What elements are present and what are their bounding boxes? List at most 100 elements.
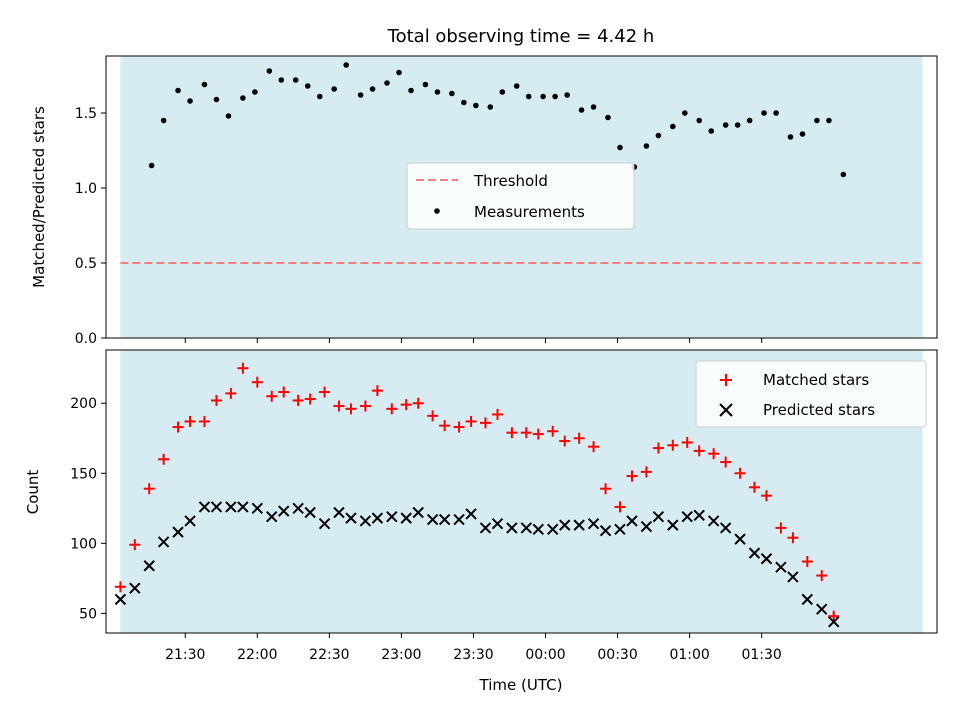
predicted-star-point xyxy=(775,561,787,573)
matched-star-point xyxy=(198,415,210,427)
predicted-star-point xyxy=(801,593,814,606)
measurement-point xyxy=(682,110,688,116)
measurement-point xyxy=(278,77,285,83)
ratio-y-tick-label: 1.5 xyxy=(75,106,97,122)
chart-title: Total observing time = 4.42 h xyxy=(387,26,655,47)
measurement-point xyxy=(826,117,832,124)
matched-star-point xyxy=(828,610,840,622)
measurement-point xyxy=(773,110,779,116)
predicted-star-point xyxy=(652,511,665,523)
predicted-star-point xyxy=(506,522,518,534)
predicted-star-point xyxy=(210,501,223,513)
predicted-legend-label: Predicted stars xyxy=(763,401,875,419)
matched-star-point xyxy=(667,439,679,451)
predicted-star-point xyxy=(371,512,384,524)
matched-star-point xyxy=(251,376,263,388)
measurement-point xyxy=(761,110,767,116)
measurement-point xyxy=(525,93,532,100)
matched-star-point xyxy=(760,490,772,502)
x-tick-label: 23:00 xyxy=(381,647,421,663)
measurement-point xyxy=(225,113,232,119)
predicted-star-point xyxy=(707,515,720,527)
matched-star-point xyxy=(114,581,126,593)
matched-star-point xyxy=(734,467,746,479)
matched-star-point xyxy=(453,421,465,433)
predicted-star-point xyxy=(532,523,545,536)
matched-star-point xyxy=(345,403,357,415)
matched-star-point xyxy=(547,425,559,437)
matched-star-point xyxy=(640,466,652,478)
ratio-legend-box xyxy=(406,162,635,230)
predicted-star-point xyxy=(587,518,600,530)
count-panel: 50 100 150 200 21:30 22:00 22:30 23:00 23:30 00:… xyxy=(24,349,938,694)
ratio-y-axis-label: Matched/Predicted stars xyxy=(30,106,48,288)
measurement-point xyxy=(175,87,181,94)
measurement-point xyxy=(746,117,753,124)
matched-star-point xyxy=(427,410,439,422)
matched-star-point xyxy=(292,394,304,406)
predicted-star-point xyxy=(626,515,638,527)
predicted-star-point xyxy=(266,511,278,523)
measurement-point xyxy=(369,86,376,92)
count-y-tick-label: 100 xyxy=(70,536,97,552)
x-tick-label: 01:00 xyxy=(669,647,709,663)
predicted-star-point xyxy=(184,515,196,527)
matched-star-point xyxy=(465,415,477,427)
x-tick-label: 22:00 xyxy=(237,647,277,663)
predicted-star-point xyxy=(292,502,304,515)
measurement-point xyxy=(564,92,570,98)
matched-star-point xyxy=(532,428,544,440)
measurements-legend-label: Measurements xyxy=(474,203,585,221)
matched-star-point xyxy=(720,456,732,468)
measurement-point xyxy=(292,77,299,83)
predicted-star-point xyxy=(559,519,571,531)
matched-star-point xyxy=(801,556,813,568)
matched-star-point xyxy=(506,427,518,439)
threshold-legend-label: Threshold xyxy=(473,172,548,190)
matched-star-point xyxy=(626,470,638,482)
matched-legend-label: Matched stars xyxy=(763,371,869,389)
predicted-star-point xyxy=(114,593,127,606)
count-plot-frame xyxy=(105,349,938,634)
predicted-star-point xyxy=(333,506,345,519)
measurement-point xyxy=(499,89,506,95)
measurement-point xyxy=(384,80,390,86)
ratio-y-tick-label: 1.0 xyxy=(75,181,97,197)
measurement-point xyxy=(840,171,847,178)
predicted-star-point xyxy=(465,508,477,520)
matched-star-point xyxy=(775,522,787,534)
measurement-point xyxy=(473,102,479,109)
predicted-star-point xyxy=(157,536,170,548)
measurement-point xyxy=(670,123,676,130)
measurement-point xyxy=(408,87,414,94)
matched-star-point xyxy=(520,427,532,439)
count-y-tick-label: 200 xyxy=(70,396,97,412)
measurement-point xyxy=(160,117,167,124)
matched-star-point xyxy=(479,417,491,429)
matched-star-point xyxy=(614,501,626,513)
matched-star-point xyxy=(143,483,155,495)
predicted-star-point xyxy=(573,519,585,531)
matched-star-point xyxy=(559,435,571,447)
matched-star-point xyxy=(816,570,828,582)
measurement-point xyxy=(316,93,323,100)
x-tick-label: 00:30 xyxy=(597,647,637,663)
count-legend-box xyxy=(695,360,927,428)
measurement-point xyxy=(213,96,220,103)
measurement-point xyxy=(799,131,806,137)
predicted-star-point xyxy=(359,515,372,527)
matched-star-point xyxy=(278,386,290,398)
x-axis-label: Time (UTC) xyxy=(479,676,563,694)
matched-star-point xyxy=(573,432,585,444)
x-tick-label: 23:30 xyxy=(453,647,493,663)
measurement-point xyxy=(187,98,193,104)
measurement-point xyxy=(814,117,820,124)
matched-star-point xyxy=(319,386,331,398)
predicted-star-point xyxy=(172,526,184,538)
matched-star-point xyxy=(588,441,600,453)
measurement-point xyxy=(578,107,585,113)
measurement-point xyxy=(331,86,337,92)
ratio-plot-frame xyxy=(105,55,938,339)
measurement-point xyxy=(605,114,611,121)
measurements-legend-marker xyxy=(434,208,440,214)
